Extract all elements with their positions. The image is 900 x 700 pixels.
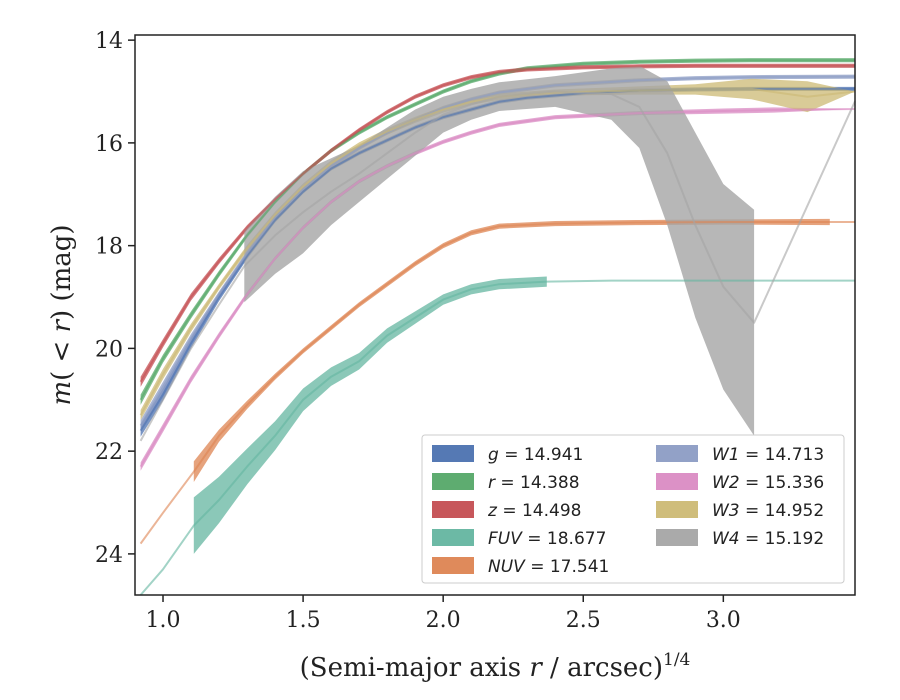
x-tick-label: 2.5: [566, 608, 601, 633]
curve-w2: [139, 108, 856, 468]
curve-w3: [139, 87, 856, 416]
plot-frame: [134, 34, 856, 596]
legend-swatch-g: [432, 445, 474, 462]
x-tick-label: 1.0: [146, 608, 181, 633]
y-tick-label: 16: [95, 132, 123, 157]
legend-label-r: r = 14.388: [488, 473, 580, 493]
legend-box: [421, 434, 845, 584]
legend-swatch-nuv: [432, 557, 474, 574]
legend-swatch-z: [432, 501, 474, 518]
y-tick-label: 22: [95, 440, 123, 465]
legend-swatch-w4: [656, 529, 698, 546]
curve-fuv: [139, 279, 855, 596]
x-tick-label: 1.5: [286, 608, 321, 633]
legend-label-w2: W2 = 15.336: [712, 473, 824, 493]
y-tick-label: 24: [95, 543, 123, 568]
legend-label-z: z = 14.498: [487, 501, 581, 521]
legend-label-fuv: FUV = 18.677: [488, 529, 606, 549]
x-tick-label: 3.0: [706, 608, 741, 633]
uncertainty-bands: [140, 58, 856, 554]
legend-swatch-w3: [656, 501, 698, 518]
legend-label-w4: W4 = 15.192: [712, 529, 824, 549]
curve-nuv: [139, 221, 855, 545]
y-axis-ticks: 14 16 18 20 22 24: [95, 29, 135, 568]
x-axis-title: (Semi-major axis r / arcsec)1/4: [300, 650, 691, 683]
growth-curves: [139, 59, 856, 596]
legend-swatch-w1: [656, 445, 698, 462]
curve-z: [139, 64, 855, 383]
y-tick-label: 14: [95, 29, 123, 54]
curve-w4: [139, 90, 856, 442]
legend-label-w3: W3 = 14.952: [712, 501, 824, 521]
curve-r: [139, 59, 855, 401]
y-tick-label: 18: [95, 235, 123, 260]
y-tick-label: 20: [95, 337, 123, 362]
legend-swatch-r: [432, 473, 474, 490]
legend-swatch-w2: [656, 473, 698, 490]
legend-label-g: g = 14.941: [488, 445, 583, 465]
x-tick-label: 2.0: [426, 608, 461, 633]
x-axis-ticks: 1.0 1.5 2.0 2.5 3.0: [146, 595, 741, 633]
band-w4: [244, 65, 755, 436]
legend-swatch-fuv: [432, 529, 474, 546]
legend: g = 14.941 r = 14.388 z = 14.498 FUV = 18.6…: [421, 434, 845, 584]
legend-label-nuv: NUV = 17.541: [488, 557, 609, 577]
legend-label-w1: W1 = 14.713: [712, 445, 824, 465]
y-axis-title: m( < r) (mag): [47, 224, 77, 405]
